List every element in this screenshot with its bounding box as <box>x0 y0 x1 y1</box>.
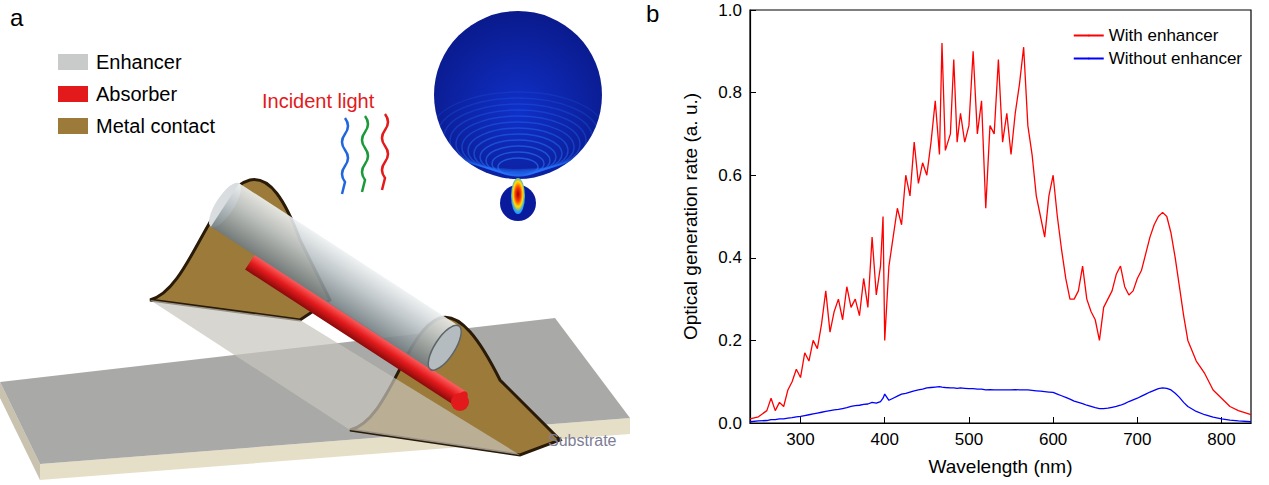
svg-text:0.2: 0.2 <box>718 331 742 350</box>
svg-text:700: 700 <box>1123 430 1151 449</box>
svg-text:Absorber: Absorber <box>96 83 177 105</box>
svg-text:Wavelength (nm): Wavelength (nm) <box>929 456 1073 477</box>
svg-text:With enhancer: With enhancer <box>1109 26 1219 45</box>
svg-text:Incident light: Incident light <box>262 90 375 112</box>
svg-text:300: 300 <box>786 430 814 449</box>
svg-text:0.6: 0.6 <box>718 166 742 185</box>
svg-text:600: 600 <box>1039 430 1067 449</box>
svg-text:0.8: 0.8 <box>718 83 742 102</box>
svg-text:0.4: 0.4 <box>718 248 742 267</box>
svg-text:1.0: 1.0 <box>718 1 742 20</box>
svg-text:Substrate: Substrate <box>548 432 617 449</box>
svg-text:0.0: 0.0 <box>718 414 742 433</box>
svg-text:a: a <box>10 4 24 31</box>
svg-text:400: 400 <box>871 430 899 449</box>
svg-text:Enhancer: Enhancer <box>96 51 182 73</box>
svg-text:Optical generation rate (a. u.: Optical generation rate (a. u.) <box>680 93 701 340</box>
svg-text:Without enhancer: Without enhancer <box>1109 49 1243 68</box>
html-text:b: b <box>646 0 660 27</box>
svg-text:Metal contact: Metal contact <box>96 115 215 137</box>
svg-text:800: 800 <box>1207 430 1235 449</box>
svg-text:500: 500 <box>955 430 983 449</box>
